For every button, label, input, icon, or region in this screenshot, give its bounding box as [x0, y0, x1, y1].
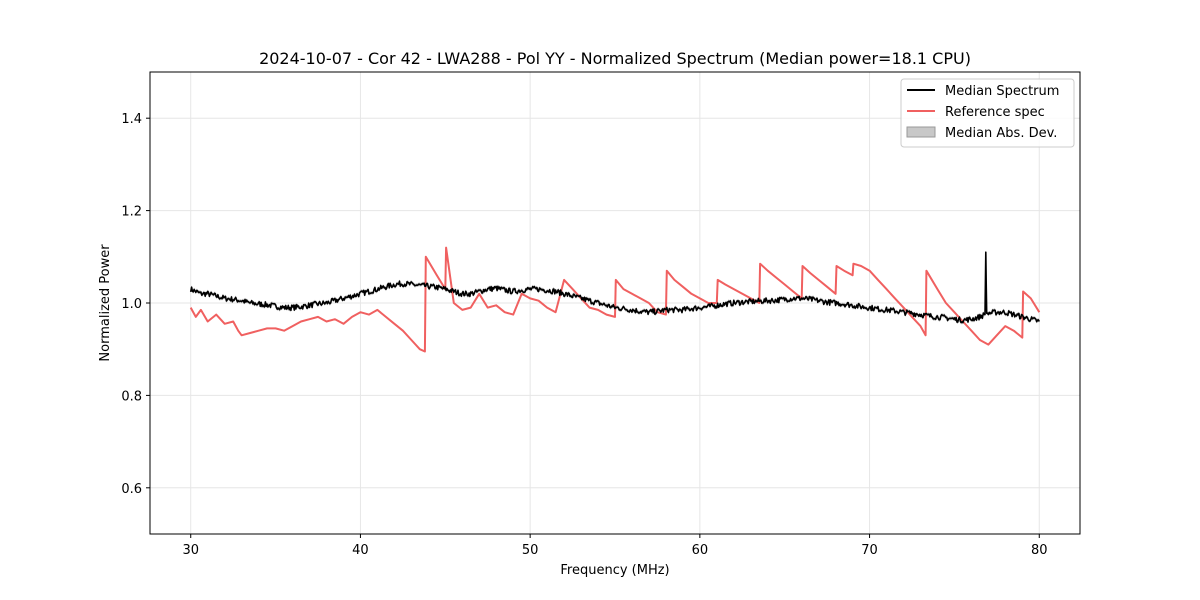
y-tick-label: 0.8	[121, 389, 142, 404]
x-tick-label: 80	[1031, 543, 1048, 558]
x-axis-ticks: 30 40 50 60 70 80	[182, 534, 1048, 558]
legend-box	[900, 78, 1075, 148]
x-tick-label: 40	[352, 543, 369, 558]
x-tick-label: 50	[522, 543, 539, 558]
x-tick-label: 70	[861, 543, 878, 558]
legend-reference-label: Reference spec	[945, 105, 1045, 120]
y-tick-label: 1.0	[121, 297, 142, 312]
legend-median-label: Median Spectrum	[945, 84, 1059, 99]
series-line-reference-spec	[189, 246, 1041, 353]
y-tick-label: 0.6	[121, 482, 142, 497]
median-abs-dev-band	[190, 250, 1040, 325]
y-tick-label: 1.2	[121, 205, 142, 220]
chart-title: 2024-10-07 - Cor 42 - LWA288 - Pol YY - …	[259, 49, 971, 68]
y-tick-label: 1.4	[121, 112, 142, 127]
legend: Median Spectrum Reference spec Median Ab…	[900, 78, 1075, 148]
series-lines	[189, 246, 1041, 353]
legend-mad-label: Median Abs. Dev.	[945, 126, 1057, 141]
x-tick-label: 30	[182, 543, 199, 558]
x-tick-label: 60	[692, 543, 709, 558]
y-axis-label: Normalized Power	[98, 244, 113, 362]
x-axis-label: Frequency (MHz)	[560, 563, 669, 578]
series-line-median-spectrum	[189, 251, 1040, 324]
mad-band-area	[190, 250, 1040, 325]
legend-mad-patch	[906, 126, 936, 138]
y-axis-ticks: 0.6 0.8 1.0 1.2 1.4	[121, 112, 150, 497]
